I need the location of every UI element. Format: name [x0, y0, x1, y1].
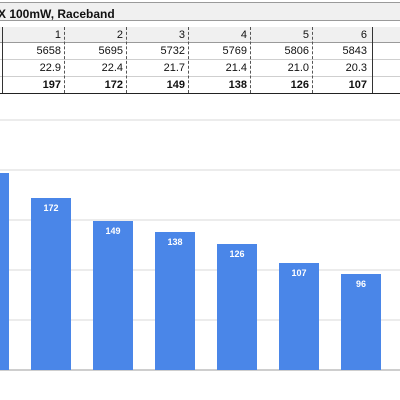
bar-1 [0, 173, 9, 370]
spreadsheet-table: X 100mW, Raceband 1 2 3 4 5 6 5658 5695 … [0, 2, 400, 94]
table-cell: 138 [228, 79, 247, 91]
column-divider [372, 27, 373, 93]
column-divider [2, 27, 3, 93]
data-label-2: 172 [43, 203, 58, 213]
table-row: 5658 5695 5732 5769 5806 5843 [0, 43, 400, 60]
table-cell: 21.4 [225, 62, 247, 74]
header-cell-1: 1 [54, 29, 61, 41]
table-cell: 20.3 [345, 62, 367, 74]
table-cell: 107 [348, 79, 367, 91]
data-label-5: 126 [229, 249, 244, 259]
column-divider [126, 27, 127, 93]
header-cell-4: 4 [240, 29, 247, 41]
table-cell: 172 [104, 79, 123, 91]
bar-3 [93, 221, 133, 370]
data-label-4: 138 [167, 237, 182, 247]
table-cell: 126 [290, 79, 309, 91]
header-cell-6: 6 [360, 29, 367, 41]
bar-4 [155, 232, 195, 370]
column-header-row: 1 2 3 4 5 6 [0, 27, 400, 43]
table-cell: 5843 [342, 45, 367, 57]
header-cell-2: 2 [116, 29, 123, 41]
sheet-title: X 100mW, Raceband [0, 7, 115, 21]
header-cell-5: 5 [302, 29, 309, 41]
table-cell: 5769 [222, 45, 247, 57]
column-divider [188, 27, 189, 93]
bar-5 [217, 244, 257, 370]
table-cell: 21.7 [163, 62, 185, 74]
column-divider [64, 27, 65, 93]
data-label-3: 149 [105, 226, 120, 236]
table-cell: 197 [42, 79, 61, 91]
header-cell-3: 3 [178, 29, 185, 41]
table-cell: 22.4 [101, 62, 123, 74]
data-label-7: 96 [356, 279, 366, 289]
bar-7 [341, 274, 381, 370]
table-cell: 21.0 [287, 62, 309, 74]
bar-2 [31, 198, 71, 370]
title-row: X 100mW, Raceband [0, 2, 400, 21]
table-cell: 22.9 [39, 62, 61, 74]
bar-6 [279, 263, 319, 370]
table-cell: 5732 [160, 45, 185, 57]
column-divider [312, 27, 313, 93]
table-cell: 149 [166, 79, 185, 91]
table-cell: 5806 [284, 45, 309, 57]
table-row: 22.9 22.4 21.7 21.4 21.0 20.3 [0, 60, 400, 77]
table-cell: 5695 [98, 45, 123, 57]
table-cell: 5658 [36, 45, 61, 57]
column-divider [250, 27, 251, 93]
data-label-6: 107 [291, 268, 306, 278]
table-row: 197 172 149 138 126 107 [0, 77, 400, 94]
